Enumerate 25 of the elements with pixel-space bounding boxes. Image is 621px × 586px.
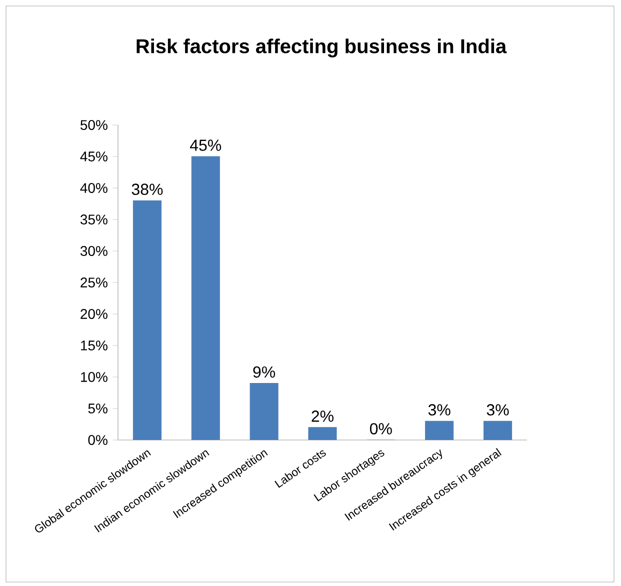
data-label: 2% [312, 410, 334, 422]
y-tick-label: 10% [81, 372, 108, 382]
y-tick-label: 0% [88, 435, 108, 445]
data-label: 45% [190, 140, 222, 151]
bar [308, 427, 337, 440]
chart-title: Risk factors affecting business in India [136, 38, 507, 58]
y-tick-label: 5% [88, 404, 108, 414]
data-label: 3% [486, 404, 509, 416]
bar [250, 383, 278, 440]
y-tick-label: 50% [80, 120, 108, 130]
y-tick-label: 20% [80, 309, 108, 319]
bar [132, 200, 162, 440]
bar [425, 420, 454, 440]
bar [484, 420, 512, 440]
data-label: 9% [253, 366, 276, 378]
data-label: 3% [428, 404, 450, 416]
bar [191, 156, 220, 440]
y-tick-label: 25% [80, 278, 108, 288]
y-tick-label: 40% [80, 183, 108, 193]
y-tick-label: 35% [80, 214, 108, 224]
y-tick-label: 30% [80, 246, 108, 256]
data-label: 38% [132, 184, 163, 195]
y-tick-label: 45% [80, 152, 108, 162]
y-tick-label: 15% [81, 340, 108, 350]
data-label: 0% [370, 423, 392, 434]
